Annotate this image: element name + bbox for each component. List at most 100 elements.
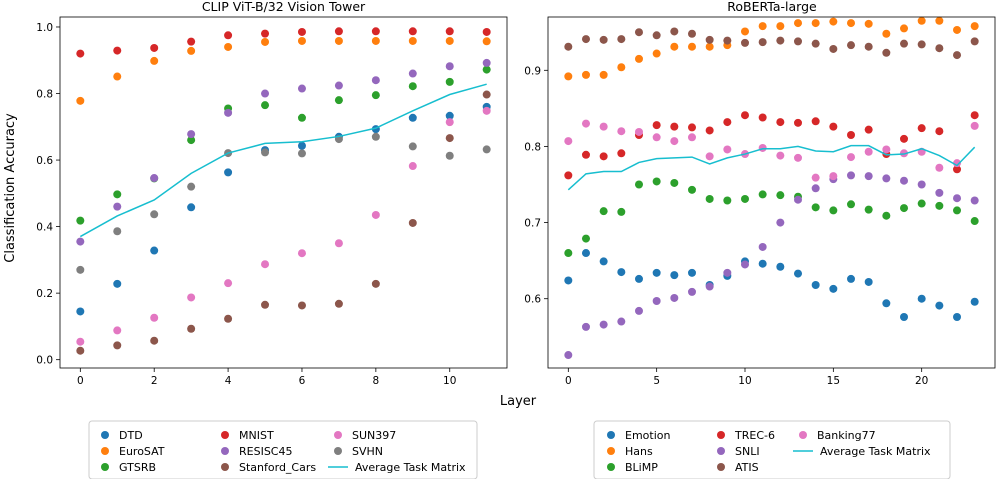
y-tick-label: 0.8	[524, 141, 541, 153]
point-atis-22	[953, 51, 962, 60]
point-banking77-5	[652, 133, 661, 142]
chart-roberta-panel: RoBERTa-large 0 5 10 15 20 0.6 0.7 0.8 0.9	[524, 0, 996, 387]
chart-marks	[564, 16, 979, 360]
point-trec-6-20	[917, 124, 926, 133]
point-emotion-19	[900, 312, 909, 321]
point-atis-3	[617, 35, 626, 44]
point-emotion-1	[581, 249, 590, 258]
point-gtsrb-8	[371, 91, 380, 100]
point-atis-15	[829, 44, 838, 53]
point-emotion-0	[564, 276, 573, 285]
point-stanford-cars-11	[482, 90, 491, 99]
point-resisc45-5	[261, 89, 270, 98]
point-atis-13	[794, 37, 803, 46]
series-sun397	[76, 106, 491, 346]
series-emotion	[564, 249, 979, 321]
x-tick-label: 20	[915, 375, 928, 387]
point-emotion-14	[811, 281, 820, 290]
legend-label: DTD	[119, 429, 143, 442]
x-tick-label: 15	[827, 375, 840, 387]
point-blimp-4	[634, 180, 643, 189]
legend-label: Hans	[625, 445, 653, 458]
legend-label: Emotion	[625, 429, 670, 442]
point-blimp-10	[740, 194, 749, 203]
point-snli-0	[564, 351, 573, 360]
y-tick-label: 1.0	[36, 22, 53, 34]
legend-item-banking77: Banking77	[799, 429, 876, 442]
legend-item-eurosat: EuroSAT	[101, 445, 165, 458]
chart-clip-panel: CLIP ViT-B/32 Vision Tower 0 2 4 6 8 10 0.0 0.2…	[36, 0, 508, 387]
series-stanford-cars	[76, 90, 491, 355]
series-banking77	[564, 119, 979, 182]
point-snli-19	[900, 176, 909, 185]
point-emotion-7	[687, 268, 696, 277]
shared-y-axis-label: Classification Accuracy	[3, 113, 18, 263]
point-gtsrb-6	[297, 113, 306, 122]
point-eurosat-2	[150, 56, 159, 65]
point-hans-16	[847, 19, 856, 28]
point-blimp-0	[564, 249, 573, 258]
point-banking77-14	[811, 173, 820, 182]
point-mnist-11	[482, 27, 491, 36]
point-eurosat-3	[187, 46, 196, 55]
point-gtsrb-1	[113, 190, 122, 199]
point-sun397-1	[113, 326, 122, 335]
point-dtd-6	[297, 141, 306, 150]
point-snli-3	[617, 317, 626, 326]
point-snli-10	[740, 260, 749, 269]
point-hans-21	[935, 16, 944, 25]
point-hans-11	[758, 22, 767, 31]
point-banking77-2	[599, 122, 608, 131]
chart-ticks: 0 5 10 15 20 0.6 0.7 0.8 0.9	[524, 65, 928, 387]
point-gtsrb-3	[187, 136, 196, 145]
legend-item-blimp: BLiMP	[607, 461, 658, 474]
point-banking77-18	[882, 145, 891, 154]
y-tick-label: 0.6	[36, 155, 53, 167]
point-atis-11	[758, 38, 767, 47]
point-resisc45-7	[334, 81, 343, 90]
point-svhn-5	[261, 148, 270, 157]
point-snli-21	[935, 188, 944, 197]
point-trec-6-16	[847, 131, 856, 140]
point-banking77-13	[794, 153, 803, 162]
point-sun397-8	[371, 210, 380, 219]
legend-item-atis: ATIS	[717, 461, 759, 474]
point-blimp-3	[617, 207, 626, 216]
point-dtd-9	[408, 113, 417, 122]
point-sun397-6	[297, 249, 306, 258]
point-mnist-7	[334, 27, 343, 36]
point-svhn-6	[297, 149, 306, 158]
point-svhn-9	[408, 142, 417, 151]
legend-marker	[101, 431, 109, 439]
point-trec-6-14	[811, 117, 820, 126]
point-svhn-10	[445, 151, 454, 160]
point-atis-10	[740, 38, 749, 47]
point-emotion-18	[882, 299, 891, 308]
legend-item-mnist: MNIST	[221, 429, 274, 442]
point-trec-6-6	[670, 122, 679, 131]
point-gtsrb-9	[408, 82, 417, 91]
point-snli-9	[723, 268, 732, 277]
legend-label: MNIST	[239, 429, 274, 442]
y-tick-label: 0.4	[36, 222, 53, 234]
point-stanford-cars-7	[334, 299, 343, 308]
point-atis-7	[687, 29, 696, 38]
point-trec-6-0	[564, 171, 573, 180]
point-sun397-2	[150, 313, 159, 322]
point-emotion-6	[670, 271, 679, 280]
point-dtd-2	[150, 246, 159, 255]
legend-label: ATIS	[735, 461, 759, 474]
point-trec-6-19	[900, 134, 909, 143]
point-gtsrb-11	[482, 65, 491, 74]
legend-marker	[221, 431, 229, 439]
legend-label: RESISC45	[239, 445, 292, 458]
point-trec-6-9	[723, 118, 732, 127]
point-blimp-17	[864, 205, 873, 214]
point-dtd-1	[113, 279, 122, 288]
y-tick-label: 0.0	[36, 355, 53, 367]
x-tick-label: 6	[299, 375, 306, 387]
point-blimp-2	[599, 207, 608, 216]
point-blimp-12	[776, 191, 785, 200]
point-atis-0	[564, 42, 573, 51]
point-hans-23	[970, 22, 979, 31]
